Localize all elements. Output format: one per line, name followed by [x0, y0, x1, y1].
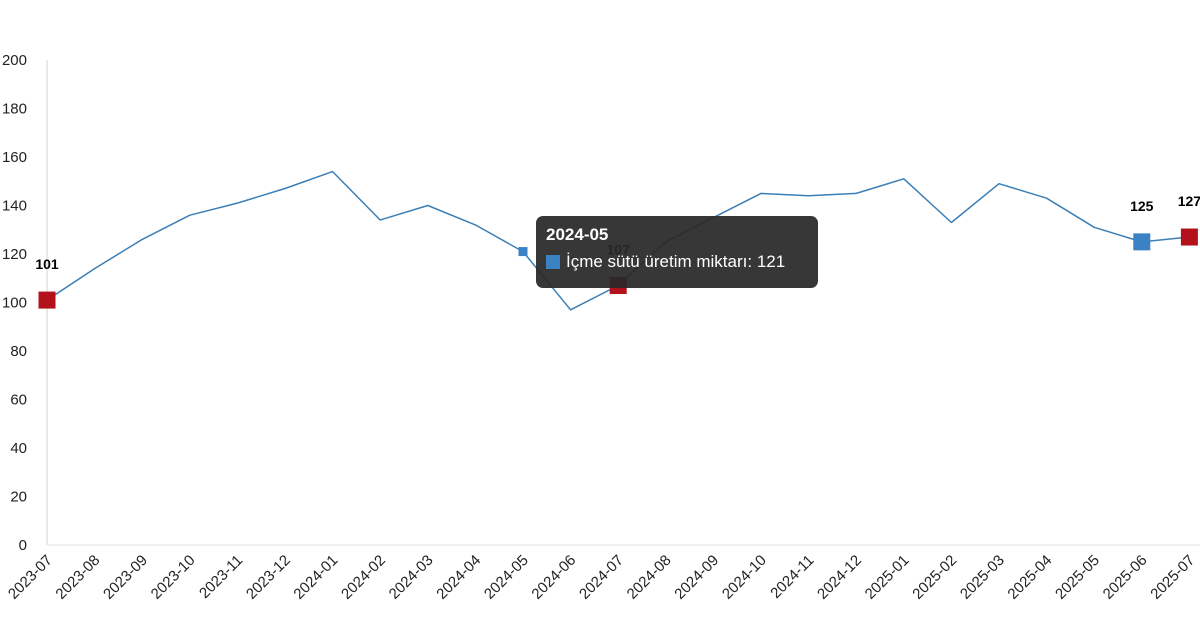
tooltip-value: 121 — [756, 252, 786, 271]
x-tick-label: 2023-07 — [5, 552, 56, 603]
y-tick-label: 180 — [2, 101, 27, 118]
tooltip-row: İçme sütü üretim miktarı: 121 — [546, 252, 808, 272]
x-tick-label: 2025-03 — [957, 552, 1008, 603]
x-tick-label: 2024-03 — [386, 552, 437, 603]
y-tick-label: 20 — [10, 489, 27, 506]
x-tick-label: 2025-01 — [862, 552, 913, 603]
y-tick-label: 120 — [2, 246, 27, 263]
data-label: 125 — [1130, 198, 1154, 214]
x-tick-label: 2024-08 — [624, 552, 675, 603]
x-tick-label: 2024-10 — [719, 552, 770, 603]
x-tick-label: 2023-09 — [100, 552, 151, 603]
x-tick-label: 2025-02 — [909, 552, 960, 603]
tooltip-series-swatch — [546, 255, 560, 269]
x-tick-label: 2024-09 — [671, 552, 722, 603]
y-tick-label: 100 — [2, 295, 27, 312]
y-tick-label: 200 — [2, 52, 27, 69]
x-tick-label: 2023-12 — [243, 552, 294, 603]
highlight-marker[interactable] — [1133, 233, 1151, 251]
x-tick-label: 2025-04 — [1004, 552, 1055, 603]
data-label: 127 — [1178, 193, 1200, 209]
highlight-marker[interactable] — [1180, 228, 1198, 246]
tooltip-separator: : — [747, 252, 757, 271]
y-tick-label: 140 — [2, 198, 27, 215]
y-tick-label: 40 — [10, 440, 27, 457]
x-tick-label: 2024-01 — [290, 552, 341, 603]
x-tick-label: 2025-07 — [1147, 552, 1198, 603]
x-tick-label: 2024-04 — [433, 552, 484, 603]
y-tick-label: 0 — [19, 537, 27, 554]
y-tick-label: 60 — [10, 392, 27, 409]
tooltip-title: 2024-05 — [546, 225, 609, 244]
x-tick-label: 2023-10 — [148, 552, 199, 603]
x-tick-label: 2024-11 — [767, 552, 817, 602]
hover-tooltip: 2024-05 İçme sütü üretim miktarı: 121 — [536, 216, 818, 288]
x-tick-label: 2025-06 — [1100, 552, 1151, 603]
y-tick-label: 160 — [2, 149, 27, 166]
x-tick-label: 2024-02 — [338, 552, 389, 603]
hovered-point-marker[interactable] — [518, 247, 528, 257]
x-tick-label: 2024-07 — [576, 552, 627, 603]
x-tick-label: 2025-05 — [1052, 552, 1103, 603]
y-tick-label: 80 — [10, 343, 27, 360]
x-tick-label: 2024-06 — [528, 552, 579, 603]
x-tick-label: 2023-08 — [52, 552, 103, 603]
x-tick-label: 2023-11 — [196, 552, 246, 602]
data-label: 101 — [35, 256, 59, 272]
tooltip-series-label: İçme sütü üretim miktarı — [566, 252, 748, 271]
highlight-marker[interactable] — [38, 291, 56, 309]
x-tick-label: 2024-12 — [814, 552, 865, 603]
x-tick-label: 2024-05 — [481, 552, 532, 603]
